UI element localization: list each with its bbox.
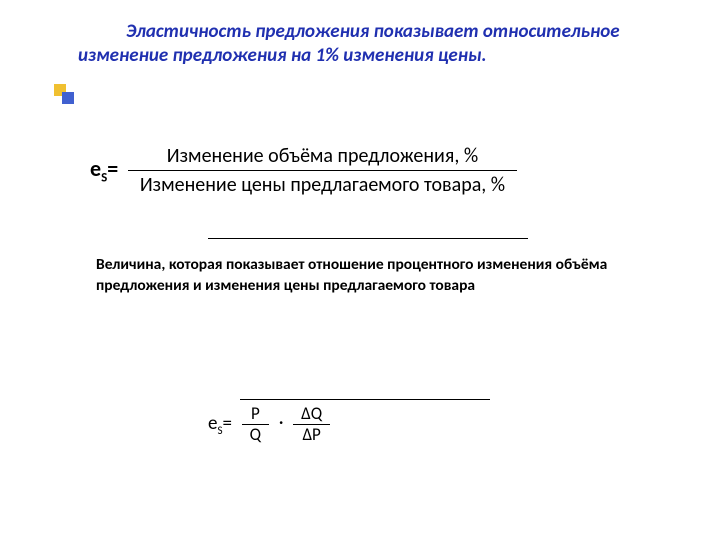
formula-1-eq: =	[107, 155, 118, 182]
bullet-accent-blue	[62, 92, 74, 104]
formula-2-frac-b: ΔQ ΔP	[293, 404, 330, 446]
formula-2-frac-a-num: P	[242, 404, 269, 425]
formula-2: eS= P Q · ΔQ ΔP	[208, 404, 332, 446]
formula-2-frac-b-den: ΔP	[293, 425, 330, 445]
formula-1: eS= Изменение объёма предложения, % Изме…	[90, 144, 650, 197]
formula-2-frac-b-num: ΔQ	[293, 404, 330, 425]
formula-2-frac-a-den: Q	[242, 425, 269, 445]
formula-2-left: eS=	[208, 412, 232, 437]
divider-2	[240, 399, 490, 400]
definition-paragraph: Величина, которая показывает отношение п…	[96, 255, 636, 297]
formula-1-left: eS=	[90, 155, 118, 185]
formula-1-denominator: Изменение цены предлагаемого товара, %	[128, 171, 517, 197]
formula-2-dot: ·	[279, 411, 284, 434]
formula-1-numerator: Изменение объёма предложения, %	[128, 144, 517, 171]
formula-2-eq: =	[223, 412, 232, 435]
formula-1-var: e	[90, 155, 101, 182]
divider-1	[208, 238, 528, 239]
formula-1-fraction: Изменение объёма предложения, % Изменени…	[128, 144, 517, 197]
formula-2-frac-a: P Q	[242, 404, 269, 446]
heading-text: Эластичность предложения показывает отно…	[78, 20, 678, 68]
